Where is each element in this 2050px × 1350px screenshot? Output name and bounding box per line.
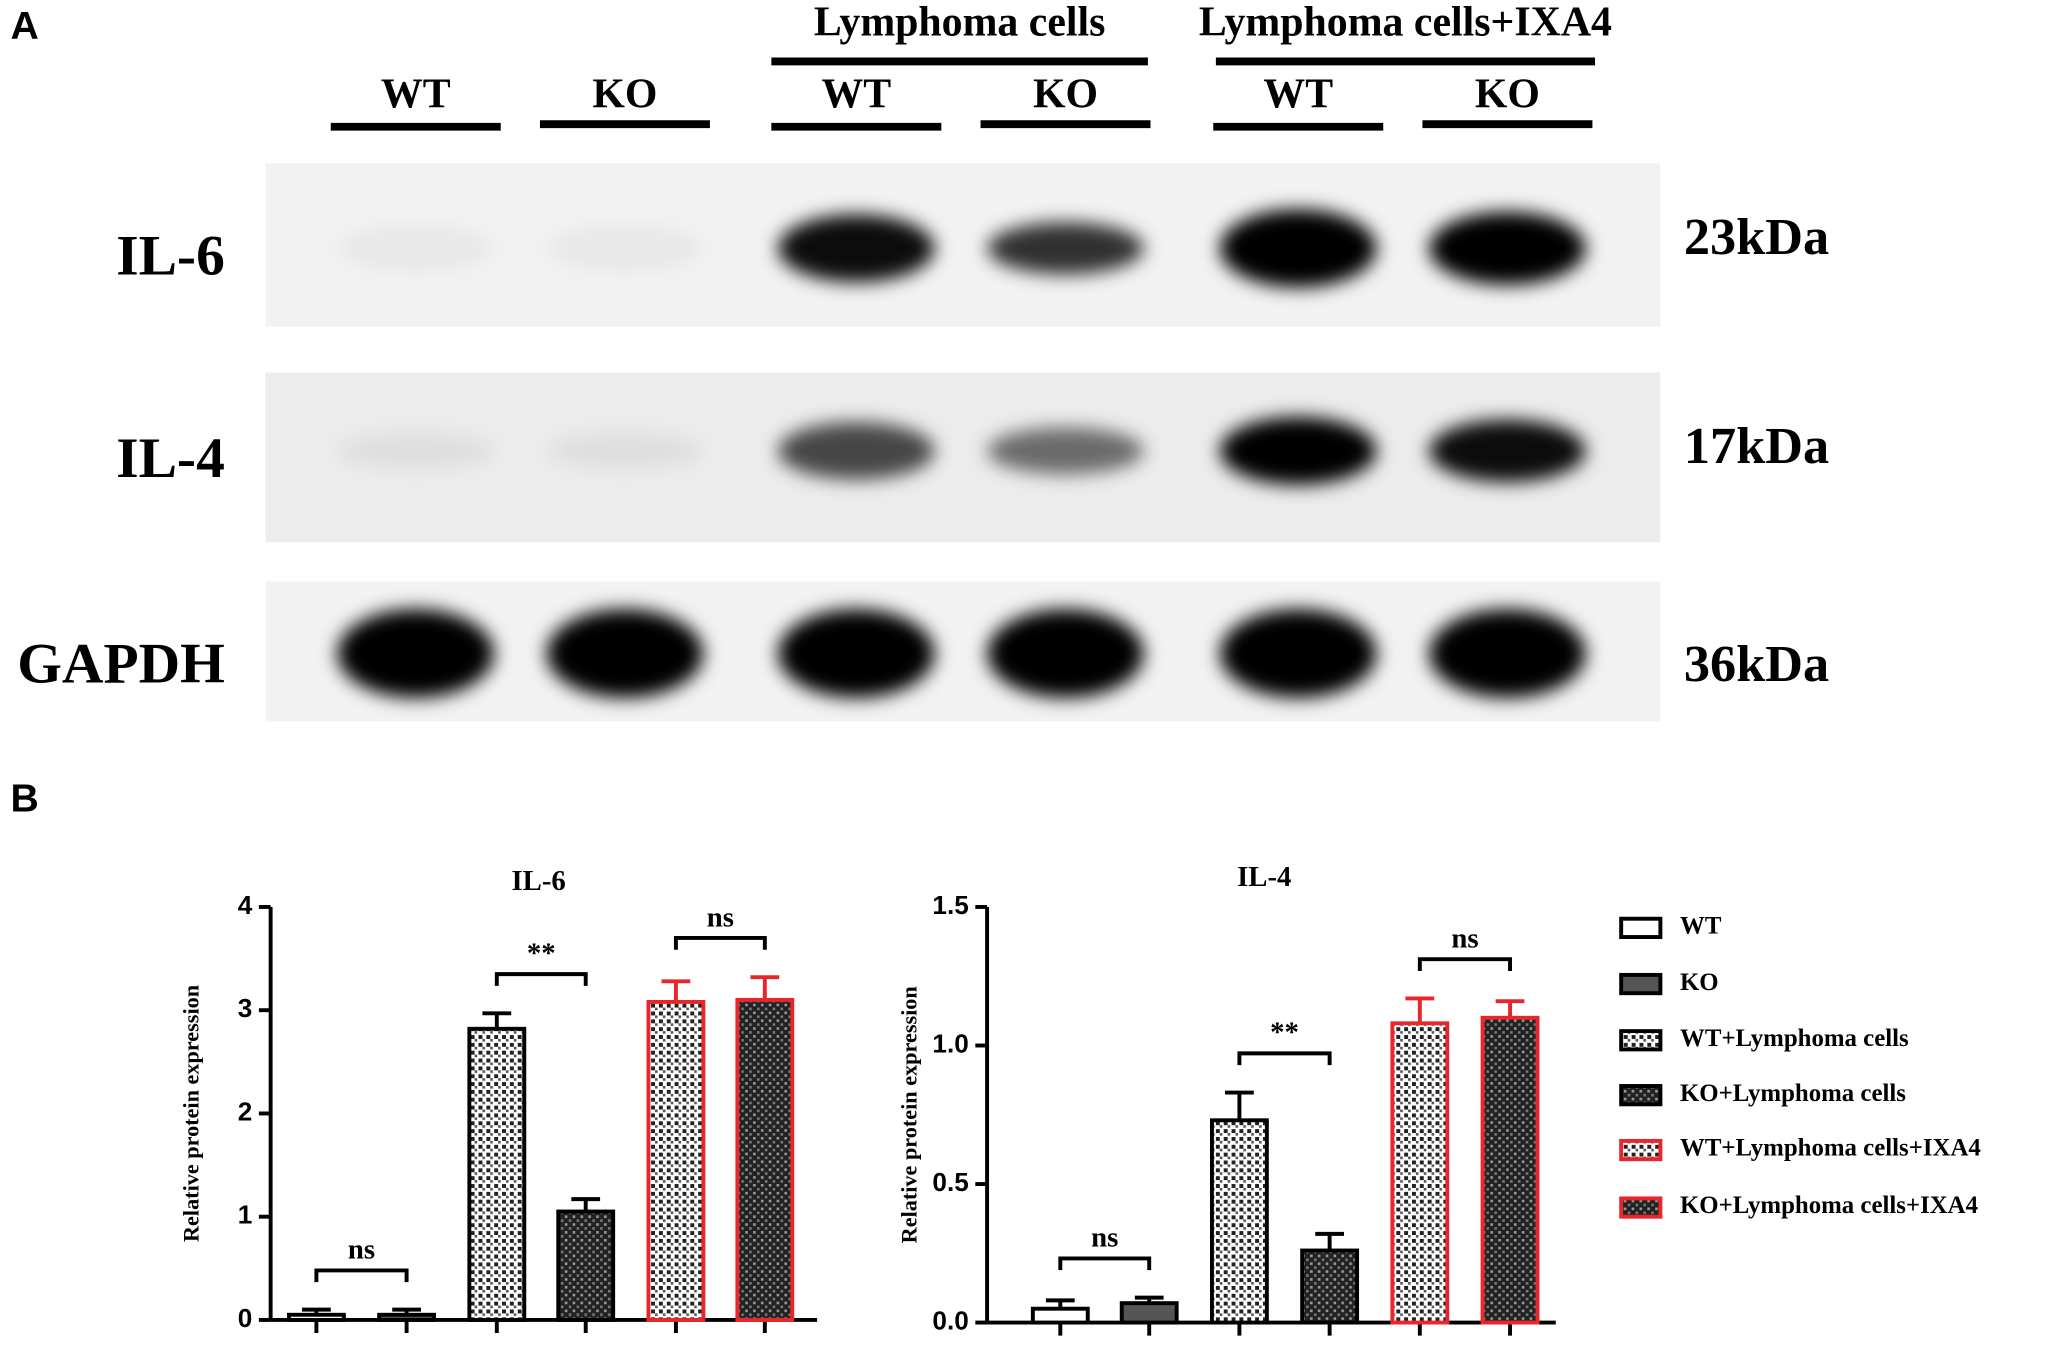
significance-bracket bbox=[1058, 1256, 1152, 1271]
legend-swatch bbox=[1619, 972, 1663, 996]
significance-bracket bbox=[1417, 957, 1513, 971]
size-label: 17kDa bbox=[1684, 417, 1829, 475]
blot-strip bbox=[265, 372, 1661, 543]
band bbox=[546, 432, 704, 470]
legend-swatch bbox=[1619, 916, 1663, 939]
chart-title: IL-6 bbox=[511, 865, 565, 897]
lane-label: KO bbox=[592, 72, 657, 118]
legend-label: KO bbox=[1680, 969, 1719, 996]
row-label: IL-6 bbox=[116, 225, 225, 288]
bar bbox=[1300, 1248, 1360, 1325]
legend-swatch bbox=[1619, 1084, 1663, 1107]
band bbox=[1219, 209, 1377, 288]
band bbox=[1428, 609, 1586, 698]
bar bbox=[1030, 1306, 1090, 1325]
legend-label: WT+Lymphoma cells bbox=[1680, 1025, 1909, 1052]
legend-swatch bbox=[1619, 1196, 1663, 1219]
band bbox=[777, 422, 935, 480]
bar bbox=[1480, 1015, 1540, 1325]
significance-bracket bbox=[314, 1268, 409, 1283]
size-label: 23kDa bbox=[1684, 208, 1829, 266]
band bbox=[1219, 609, 1377, 698]
band bbox=[337, 432, 495, 470]
band bbox=[546, 224, 704, 272]
significance-bracket bbox=[673, 936, 767, 950]
band bbox=[1219, 416, 1377, 485]
chart-title: IL-4 bbox=[1237, 861, 1291, 893]
bar bbox=[1119, 1301, 1179, 1325]
band bbox=[337, 609, 495, 698]
significance-label: ns bbox=[1451, 922, 1478, 954]
lane-label: KO bbox=[1475, 72, 1540, 118]
panel-label: B bbox=[10, 777, 38, 820]
y-axis-label: Relative protein expression bbox=[179, 984, 204, 1242]
significance-label: ** bbox=[527, 937, 556, 969]
significance-bracket bbox=[1237, 1051, 1332, 1066]
bar bbox=[1209, 1118, 1269, 1325]
size-label: 36kDa bbox=[1684, 635, 1829, 693]
panel-label: A bbox=[10, 5, 38, 48]
bar bbox=[377, 1312, 437, 1322]
band bbox=[987, 427, 1144, 475]
y-tick-label: 2 bbox=[238, 1096, 253, 1126]
legend-label: KO+Lymphoma cells+IXA4 bbox=[1680, 1192, 1978, 1219]
band bbox=[987, 222, 1144, 275]
bar bbox=[286, 1312, 346, 1322]
y-tick-label: 1.5 bbox=[932, 890, 968, 920]
legend-label: WT+Lymphoma cells+IXA4 bbox=[1680, 1135, 1981, 1162]
significance-label: ns bbox=[707, 901, 734, 933]
legend-swatch bbox=[1619, 1138, 1663, 1162]
y-tick-label: 1.0 bbox=[932, 1028, 968, 1058]
band bbox=[987, 609, 1144, 698]
y-tick-label: 0.0 bbox=[932, 1305, 968, 1335]
row-label: GAPDH bbox=[17, 632, 225, 695]
bar bbox=[646, 999, 706, 1322]
band bbox=[777, 214, 935, 283]
blot-strip bbox=[265, 581, 1661, 722]
bar bbox=[467, 1026, 527, 1322]
legend-label: WT bbox=[1680, 913, 1722, 940]
bar bbox=[556, 1209, 616, 1322]
lane-label: WT bbox=[821, 72, 891, 118]
blot-strip bbox=[265, 163, 1661, 327]
y-tick-label: 0.5 bbox=[932, 1167, 968, 1197]
lane-label: WT bbox=[381, 72, 451, 118]
lane-label: WT bbox=[1263, 72, 1333, 118]
y-tick-label: 1 bbox=[238, 1200, 253, 1230]
group-label: Lymphoma cells bbox=[814, 0, 1106, 46]
y-tick-label: 3 bbox=[238, 993, 253, 1023]
bands bbox=[337, 209, 1586, 288]
legend-label: KO+Lymphoma cells bbox=[1680, 1080, 1906, 1107]
band bbox=[1428, 419, 1586, 483]
band bbox=[546, 609, 704, 698]
band bbox=[777, 609, 935, 698]
band bbox=[337, 224, 495, 272]
bands bbox=[337, 609, 1586, 698]
y-tick-label: 0 bbox=[238, 1303, 253, 1333]
lane-label: KO bbox=[1033, 72, 1098, 118]
bar bbox=[1390, 1021, 1450, 1325]
row-label: IL-4 bbox=[116, 427, 225, 490]
bands bbox=[337, 416, 1586, 485]
significance-label: ns bbox=[348, 1234, 375, 1266]
group-label: Lymphoma cells+IXA4 bbox=[1199, 0, 1612, 46]
significance-bracket bbox=[494, 972, 588, 986]
bar bbox=[735, 997, 795, 1322]
y-tick-label: 4 bbox=[238, 890, 253, 920]
y-axis-label: Relative protein expression bbox=[896, 986, 921, 1244]
significance-label: ** bbox=[1270, 1017, 1299, 1049]
significance-label: ns bbox=[1091, 1222, 1118, 1254]
legend-swatch bbox=[1619, 1029, 1663, 1052]
band bbox=[1428, 211, 1586, 285]
